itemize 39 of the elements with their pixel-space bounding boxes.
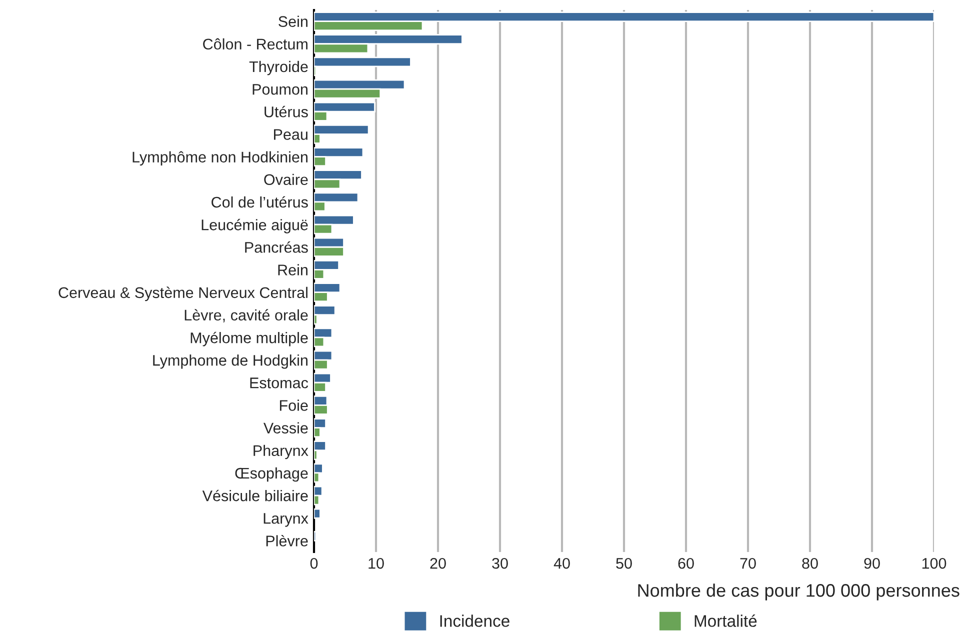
- legend-label: Mortalité: [694, 614, 757, 627]
- y-tick-label: Vésicule biliaire: [202, 490, 308, 502]
- x-tick-label: 70: [740, 558, 756, 569]
- y-tick-label: Lymphôme non Hodkinien: [132, 151, 308, 166]
- x-tick-label: 80: [802, 558, 818, 569]
- y-tick-label: Côlon - Rectum: [203, 38, 308, 50]
- x-axis-title: Nombre de cas pour 100 000 personnes: [638, 584, 960, 600]
- y-tick-label: Lèvre, cavité orale: [184, 309, 308, 322]
- x-tick-label: 20: [430, 558, 446, 569]
- x-tick-label: 50: [616, 558, 632, 569]
- y-tick-label: Pharynx: [254, 444, 308, 460]
- y-tick-label: Col de l’utérus: [212, 196, 308, 208]
- y-tick-label: Myélome multiple: [190, 332, 308, 346]
- y-tick-label: Utérus: [264, 106, 308, 118]
- y-tick-label: Œsophage: [235, 467, 308, 482]
- x-tick-label: 40: [554, 558, 570, 569]
- y-tick-label: Sein: [278, 16, 308, 27]
- y-tick-label: Ovaire: [264, 174, 308, 186]
- y-tick-label: Vessie: [263, 422, 308, 434]
- y-tick-label: Foie: [280, 400, 308, 411]
- x-tick-label: 90: [864, 558, 880, 569]
- y-tick-label: Cerveau & Système Nerveux Central: [58, 286, 308, 302]
- y-tick-label: Rein: [278, 264, 308, 276]
- y-tick-label: Poumon: [252, 84, 308, 95]
- x-tick-label: 0: [310, 558, 318, 569]
- x-tick-label: 30: [492, 558, 508, 569]
- y-tick-label: Thyroide: [249, 60, 308, 76]
- x-tick-label: 10: [368, 558, 384, 569]
- y-tick-label: Plèvre: [266, 534, 308, 546]
- bar: [314, 508, 321, 519]
- legend-label: Incidence: [440, 614, 510, 627]
- y-tick-label: Peau: [274, 129, 308, 140]
- x-tick-label: 60: [678, 558, 694, 569]
- y-tick-label: Pancréas: [245, 241, 308, 253]
- y-tick-label: Larynx: [264, 513, 308, 527]
- y-tick-label: Estomac: [250, 378, 308, 388]
- y-tick-label: Leucémie aiguë: [202, 218, 308, 234]
- x-tick-label: 100: [922, 558, 946, 569]
- y-tick-label: Lymphome de Hodgkin: [153, 354, 308, 369]
